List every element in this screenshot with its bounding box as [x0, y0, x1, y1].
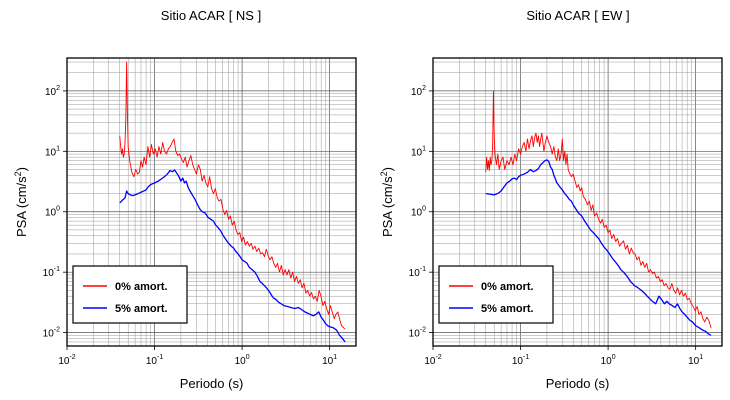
x-tick-base: 10 [424, 356, 436, 367]
x-tick-label: 101 [688, 354, 703, 367]
chart-title: Sitio ACAR [ NS ] [161, 8, 261, 23]
series-line-undamped [485, 90, 712, 328]
x-tick-exponent: -1 [523, 354, 529, 361]
x-tick-label: 100 [601, 354, 616, 367]
y-tick-exponent: 1 [422, 145, 426, 152]
legend-label: 5% amort. [481, 303, 534, 315]
x-tick-label: 10-2 [58, 354, 75, 367]
x-tick-label: 100 [235, 354, 250, 367]
y-tick-base: 10 [411, 87, 423, 98]
y-tick-exponent: -2 [420, 327, 426, 334]
x-tick-base: 10 [512, 356, 524, 367]
y-tick-base: 10 [43, 329, 55, 340]
y-tick-base: 10 [45, 208, 57, 219]
y-tick-label: 10-2 [409, 327, 426, 340]
y-tick-base: 10 [43, 268, 55, 279]
y-tick-exponent: 0 [56, 206, 60, 213]
legend-label: 5% amort. [115, 303, 168, 315]
x-tick-exponent: -2 [69, 354, 75, 361]
plot-frame [432, 57, 723, 347]
y-tick-label: 101 [411, 145, 426, 158]
x-tick-base: 10 [322, 356, 334, 367]
y-tick-exponent: 2 [56, 85, 60, 92]
x-tick-exponent: -1 [157, 354, 163, 361]
series-line-undamped [119, 61, 346, 330]
y-tick-base: 10 [411, 208, 423, 219]
series-line-damped [119, 169, 346, 343]
x-tick-base: 10 [688, 356, 700, 367]
y-tick-base: 10 [411, 147, 423, 158]
series-line-damped [485, 159, 712, 336]
y-tick-exponent: -2 [54, 327, 60, 334]
y-tick-label: 100 [45, 206, 60, 219]
x-tick-label: 101 [322, 354, 337, 367]
x-tick-label: 10-1 [512, 354, 529, 367]
y-tick-base: 10 [409, 329, 421, 340]
y-axis-label-text: PSA (cm/s [14, 176, 29, 237]
x-tick-exponent: 0 [612, 354, 616, 361]
legend-box [438, 265, 554, 324]
x-tick-exponent: 1 [333, 354, 337, 361]
legend: 0% amort. 5% amort. [438, 265, 554, 324]
x-tick-exponent: 1 [699, 354, 703, 361]
x-tick-exponent: 0 [246, 354, 250, 361]
y-axis-label-close: ) [14, 167, 29, 171]
legend-label: 0% amort. [115, 281, 168, 293]
legend-box [72, 265, 188, 324]
grid-lines [67, 58, 356, 346]
y-tick-label: 100 [411, 206, 426, 219]
x-tick-base: 10 [235, 356, 247, 367]
plot-frame [66, 57, 357, 347]
y-tick-exponent: 2 [422, 85, 426, 92]
y-tick-exponent: -1 [54, 266, 60, 273]
y-tick-label: 101 [45, 145, 60, 158]
y-tick-exponent: 1 [56, 145, 60, 152]
y-axis-label-close: ) [380, 167, 395, 171]
y-tick-exponent: 0 [422, 206, 426, 213]
legend-label: 0% amort. [481, 281, 534, 293]
y-tick-exponent: -1 [420, 266, 426, 273]
y-axis-label-superscript: 2 [13, 171, 23, 176]
y-tick-label: 102 [411, 85, 426, 98]
y-axis-label-text: PSA (cm/s [380, 176, 395, 237]
x-tick-label: 10-1 [146, 354, 163, 367]
x-tick-base: 10 [58, 356, 70, 367]
y-axis-label-superscript: 2 [379, 171, 389, 176]
y-axis-label: PSA (cm/s2) [379, 167, 395, 237]
y-tick-base: 10 [45, 147, 57, 158]
x-axis-label: Periodo (s) [546, 376, 610, 391]
y-tick-label: 10-1 [409, 266, 426, 279]
y-tick-label: 102 [45, 85, 60, 98]
y-axis-label: PSA (cm/s2) [13, 167, 29, 237]
x-tick-base: 10 [601, 356, 613, 367]
x-axis-label: Periodo (s) [180, 376, 244, 391]
x-tick-label: 10-2 [424, 354, 441, 367]
y-tick-base: 10 [409, 268, 421, 279]
legend: 0% amort. 5% amort. [72, 265, 188, 324]
y-tick-base: 10 [45, 87, 57, 98]
y-tick-label: 10-2 [43, 327, 60, 340]
x-tick-base: 10 [146, 356, 158, 367]
y-tick-label: 10-1 [43, 266, 60, 279]
chart-title: Sitio ACAR [ EW ] [526, 8, 629, 23]
x-tick-exponent: -2 [435, 354, 441, 361]
